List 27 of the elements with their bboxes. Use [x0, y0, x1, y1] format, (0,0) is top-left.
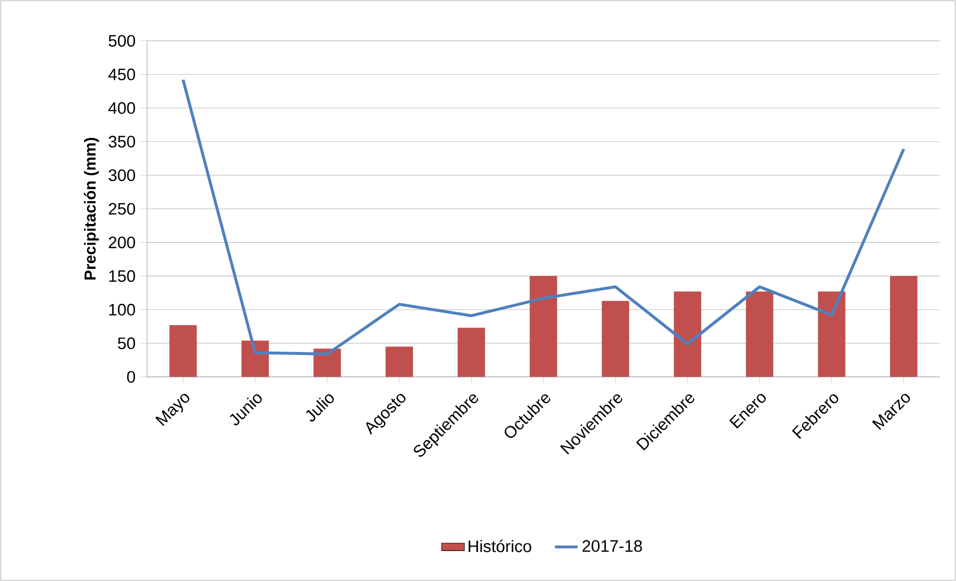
y-tick-label: 100 [109, 304, 136, 316]
y-tick-label: 150 [109, 270, 136, 282]
y-tick-label: 450 [108, 68, 136, 80]
y-tick-label: 50 [118, 337, 136, 350]
bar [530, 276, 558, 377]
bar [602, 300, 630, 377]
y-tick-label: 200 [108, 236, 136, 248]
y-tick-label: 350 [108, 136, 136, 148]
bar [314, 348, 341, 377]
bar [674, 292, 702, 377]
bar [746, 292, 774, 377]
y-tick-label: 500 [108, 34, 136, 47]
bar [386, 346, 413, 377]
bar [169, 325, 197, 377]
legend-label: Histórico [468, 540, 532, 552]
legend-label: 2017-18 [582, 540, 642, 552]
y-tick-label: 0 [127, 371, 136, 383]
y-tick-label: 250 [108, 202, 136, 215]
y-axis-title: Precipitación (mm) [84, 138, 99, 280]
bar [890, 276, 918, 377]
line-series [182, 78, 906, 356]
bar [458, 328, 486, 377]
bar [818, 292, 846, 377]
x-tick-label: Julio [306, 394, 334, 422]
y-tick-label: 300 [108, 169, 136, 182]
bar [241, 340, 269, 377]
y-tick-label: 400 [108, 102, 136, 114]
